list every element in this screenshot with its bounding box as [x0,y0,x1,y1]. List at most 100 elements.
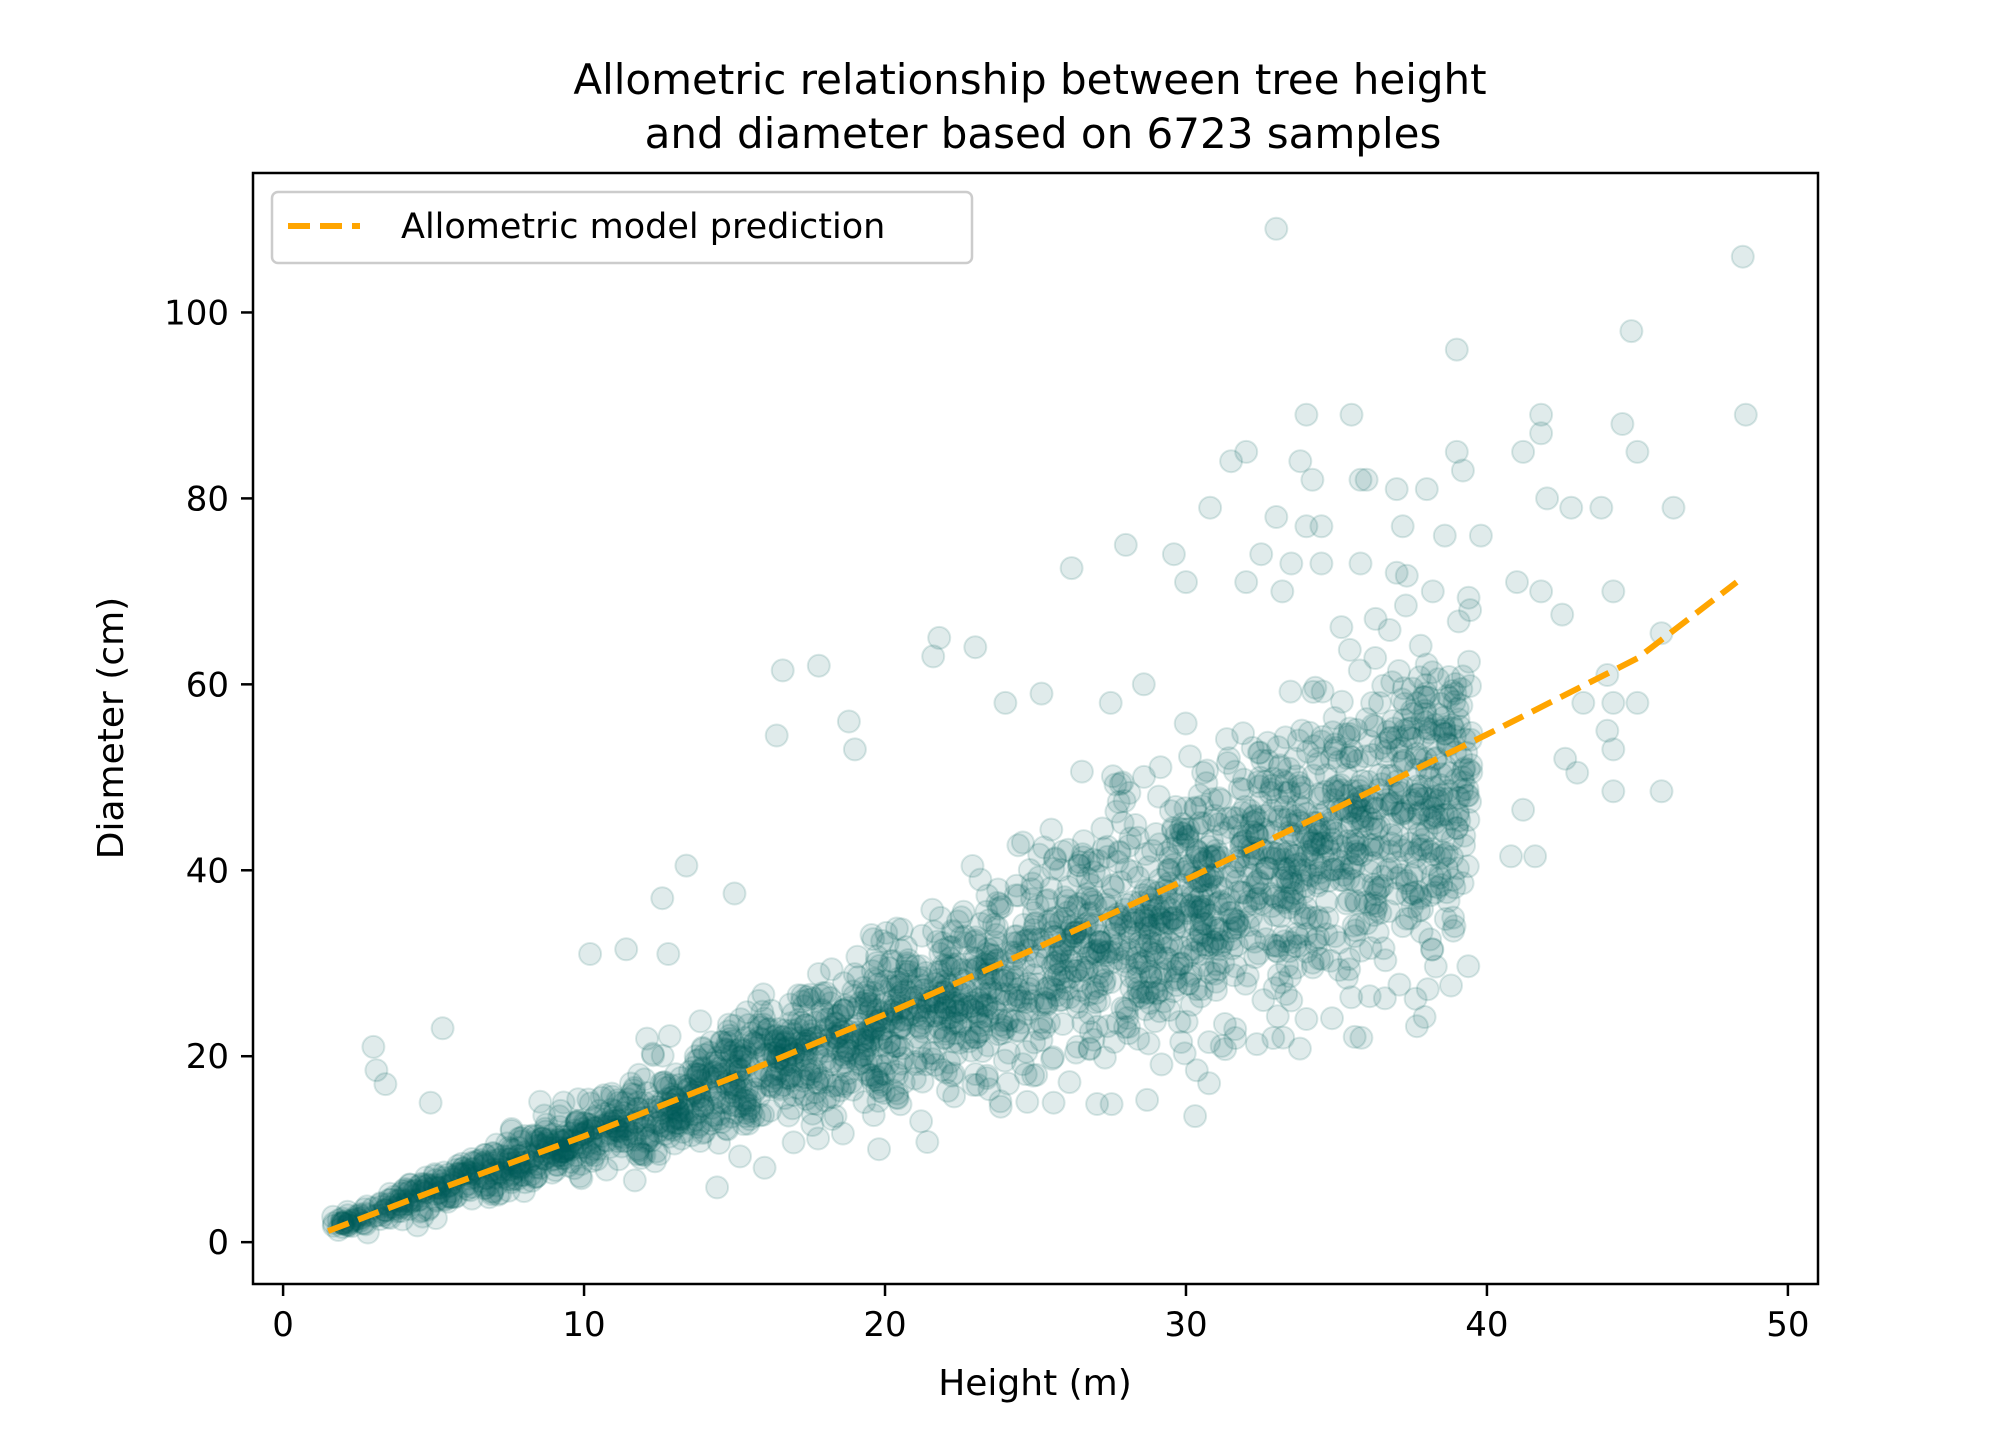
scatter-point [1103,772,1128,797]
scatter-point [645,1119,670,1144]
scatter-point [728,1144,752,1169]
scatter-point [1304,932,1329,957]
scatter-point [430,1168,455,1193]
scatter-point [1338,856,1363,881]
scatter-point [695,1062,720,1087]
scatter-point [1394,868,1419,893]
scatter-point [1339,402,1364,427]
scatter-point [1234,894,1259,919]
scatter-point [736,1013,761,1037]
scatter-point [1405,879,1430,904]
scatter-point [1283,891,1308,916]
scatter-point [836,709,861,734]
scatter-point [1078,1020,1103,1044]
scatter-point [614,937,639,962]
scatter-point [658,1116,682,1141]
x-axis-label: Height (m) [938,1363,1132,1404]
scatter-point [1213,1037,1238,1062]
scatter-point [1087,988,1112,1013]
scatter-point [720,1040,744,1065]
scatter-point [962,929,987,954]
scatter-point [975,941,1000,966]
scatter-point [866,972,891,997]
scatter-point [1223,759,1247,784]
scatter-point [568,1164,593,1189]
scatter-point [933,997,958,1022]
scatter-point [690,1057,715,1082]
scatter-point [872,1081,896,1105]
scatter-point [1350,814,1375,839]
y-axis-ticks: 0 20 40 60 80 100 [164,293,253,1263]
scatter-point [1191,760,1216,785]
scatter-point [864,944,889,969]
scatter-point [747,1033,772,1058]
scatter-point [1420,660,1445,685]
scatter-point [1231,767,1256,792]
scatter-point [736,1111,761,1136]
scatter-point [639,1123,664,1148]
scatter-point [1300,955,1325,980]
scatter-point [1280,880,1304,905]
scatter-point [1175,898,1200,923]
scatter-point [1050,1012,1075,1036]
scatter-point [1233,971,1258,996]
scatter-point [670,1098,695,1122]
scatter-point [1363,875,1388,900]
scatter-point [1217,900,1242,925]
scatter-point [1306,832,1331,857]
scatter-point [1039,817,1064,842]
scatter-point [1338,744,1363,769]
scatter-point [1452,756,1477,781]
scatter-point [1278,679,1303,704]
scatter-point [547,1104,572,1129]
scatter-point [957,1020,982,1045]
scatter-point [1589,495,1614,520]
scatter-point [622,1127,647,1152]
scatter-point [1420,937,1445,962]
scatter-point [1004,873,1029,898]
scatter-point [1098,690,1123,715]
x-tick-label: 30 [1164,1305,1207,1345]
scatter-point [1127,984,1152,1009]
scatter-point [1261,766,1286,791]
scatter-point [1363,646,1388,670]
scatter-point [1414,477,1439,502]
scatter-point [1035,887,1060,912]
scatter-point [1405,783,1430,807]
scatter-point [1254,856,1279,881]
scatter-point [1392,749,1417,773]
scatter-point [1339,985,1364,1010]
scatter-point [1430,817,1455,842]
scatter-point [1253,769,1278,794]
scatter-point [719,1043,744,1068]
scatter-point [891,1070,916,1095]
scatter-point [1428,691,1453,716]
scatter-point [1301,763,1326,788]
scatter-point [619,1071,643,1096]
scatter-point [1188,810,1212,835]
scatter-point [781,1130,806,1155]
scatter-point [1267,755,1292,779]
scatter-point [1126,980,1151,1005]
scatter-point [1108,870,1133,895]
scatter-point [879,974,904,999]
scatter-point [1391,676,1416,701]
scatter-point [994,1015,1018,1040]
scatter-point [1277,756,1302,781]
scatter-point [1255,730,1280,755]
scatter-point [974,994,999,1019]
scatter-point [806,1126,831,1151]
scatter-point [1244,887,1269,912]
scatter-point [1458,789,1483,814]
scatter-point [795,984,820,1009]
scatter-point [831,1074,856,1099]
scatter-point [1350,769,1375,793]
scatter-point [1390,914,1415,939]
scatter-point [1107,840,1132,865]
scatter-point [1334,891,1359,916]
scatter-point [1074,959,1099,984]
scatter-point [1410,827,1435,852]
scatter-point [868,1079,893,1104]
y-tick-label: 80 [186,479,229,519]
scatter-point [1251,988,1276,1013]
